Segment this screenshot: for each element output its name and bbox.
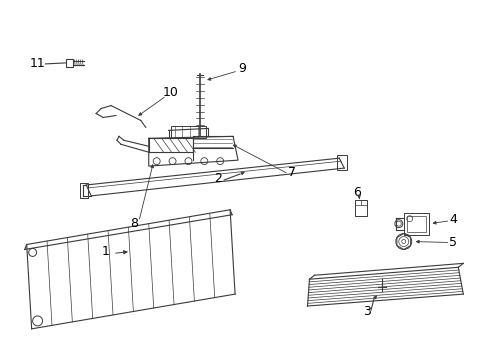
Bar (337, 155, 346, 170)
Text: 9: 9 (238, 62, 245, 75)
Text: 5: 5 (448, 236, 456, 249)
Bar (354, 200, 366, 216)
Text: 6: 6 (352, 186, 360, 199)
Text: 3: 3 (363, 306, 370, 319)
Text: 2: 2 (214, 171, 222, 185)
Bar (170, 126, 206, 138)
Bar (66, 59, 73, 67)
Text: 11: 11 (30, 57, 45, 71)
Text: 4: 4 (448, 213, 456, 226)
Bar (406, 216, 425, 231)
Text: 7: 7 (287, 166, 295, 179)
Bar (403, 213, 427, 235)
Bar (80, 183, 88, 198)
Text: 10: 10 (163, 86, 178, 99)
Text: 8: 8 (130, 217, 138, 230)
Text: 1: 1 (102, 245, 110, 258)
